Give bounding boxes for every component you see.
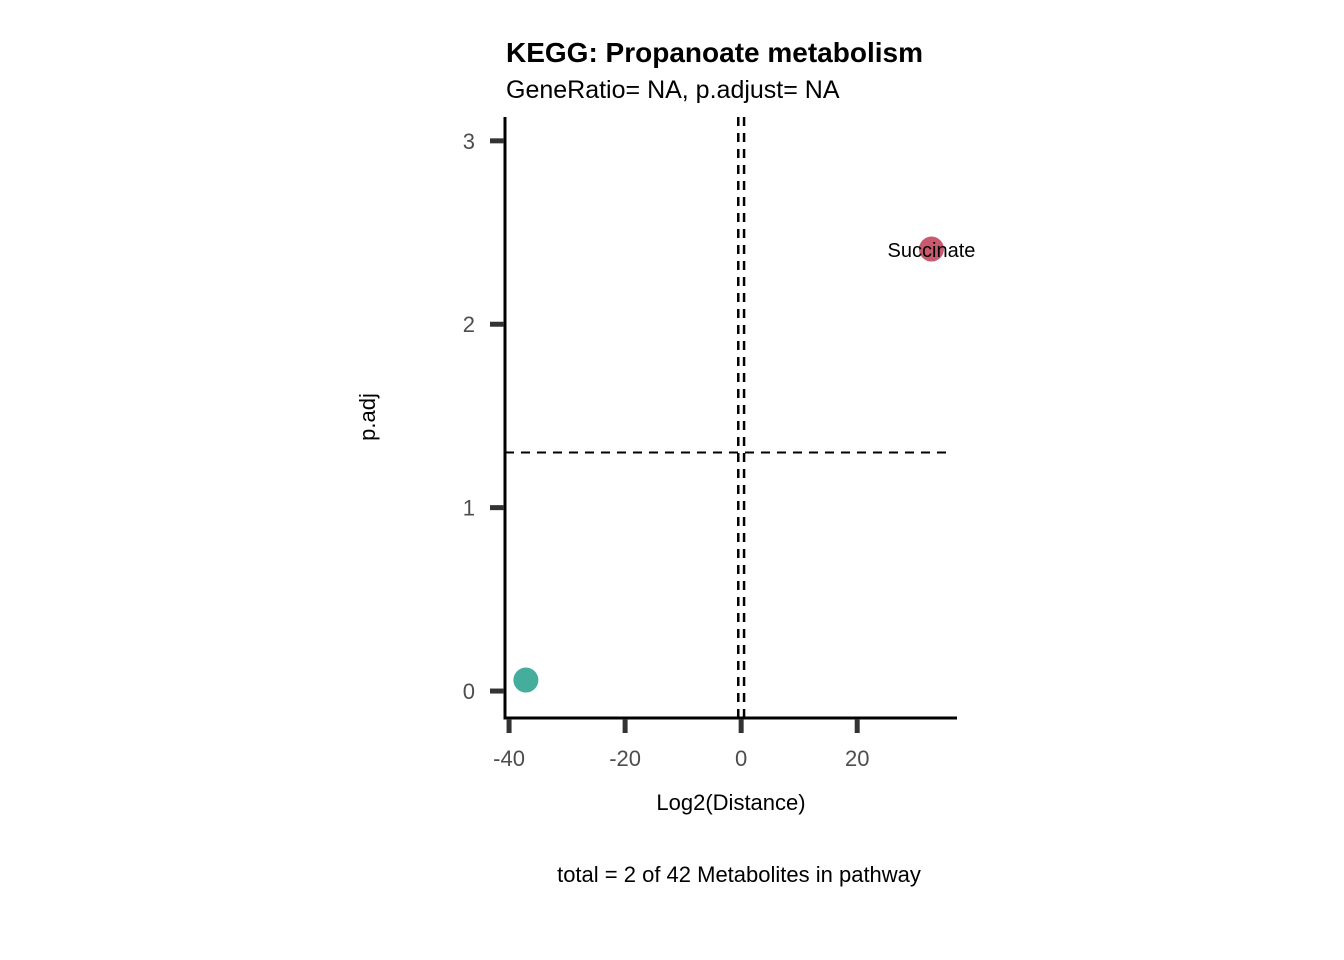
y-axis-label: p.adj <box>355 393 380 441</box>
caption: total = 2 of 42 Metabolites in pathway <box>557 862 921 887</box>
x-tick-label: 20 <box>845 746 869 771</box>
chart-title: KEGG: Propanoate metabolism <box>506 37 923 68</box>
chart-subtitle: GeneRatio= NA, p.adjust= NA <box>506 76 840 104</box>
y-tick-label: 3 <box>463 129 475 154</box>
data-point <box>918 236 944 262</box>
y-tick-label: 1 <box>463 496 475 521</box>
y-tick-label: 0 <box>463 679 475 704</box>
x-tick-label: -40 <box>493 746 525 771</box>
plot-area: -40 -20 0 20 0 1 2 3 Succinate <box>463 117 976 771</box>
y-tick-label: 2 <box>463 312 475 337</box>
x-tick-label: -20 <box>609 746 641 771</box>
x-axis-label: Log2(Distance) <box>656 790 805 815</box>
x-tick-label: 0 <box>735 746 747 771</box>
data-point <box>513 667 539 693</box>
point-label: Succinate <box>888 240 976 262</box>
